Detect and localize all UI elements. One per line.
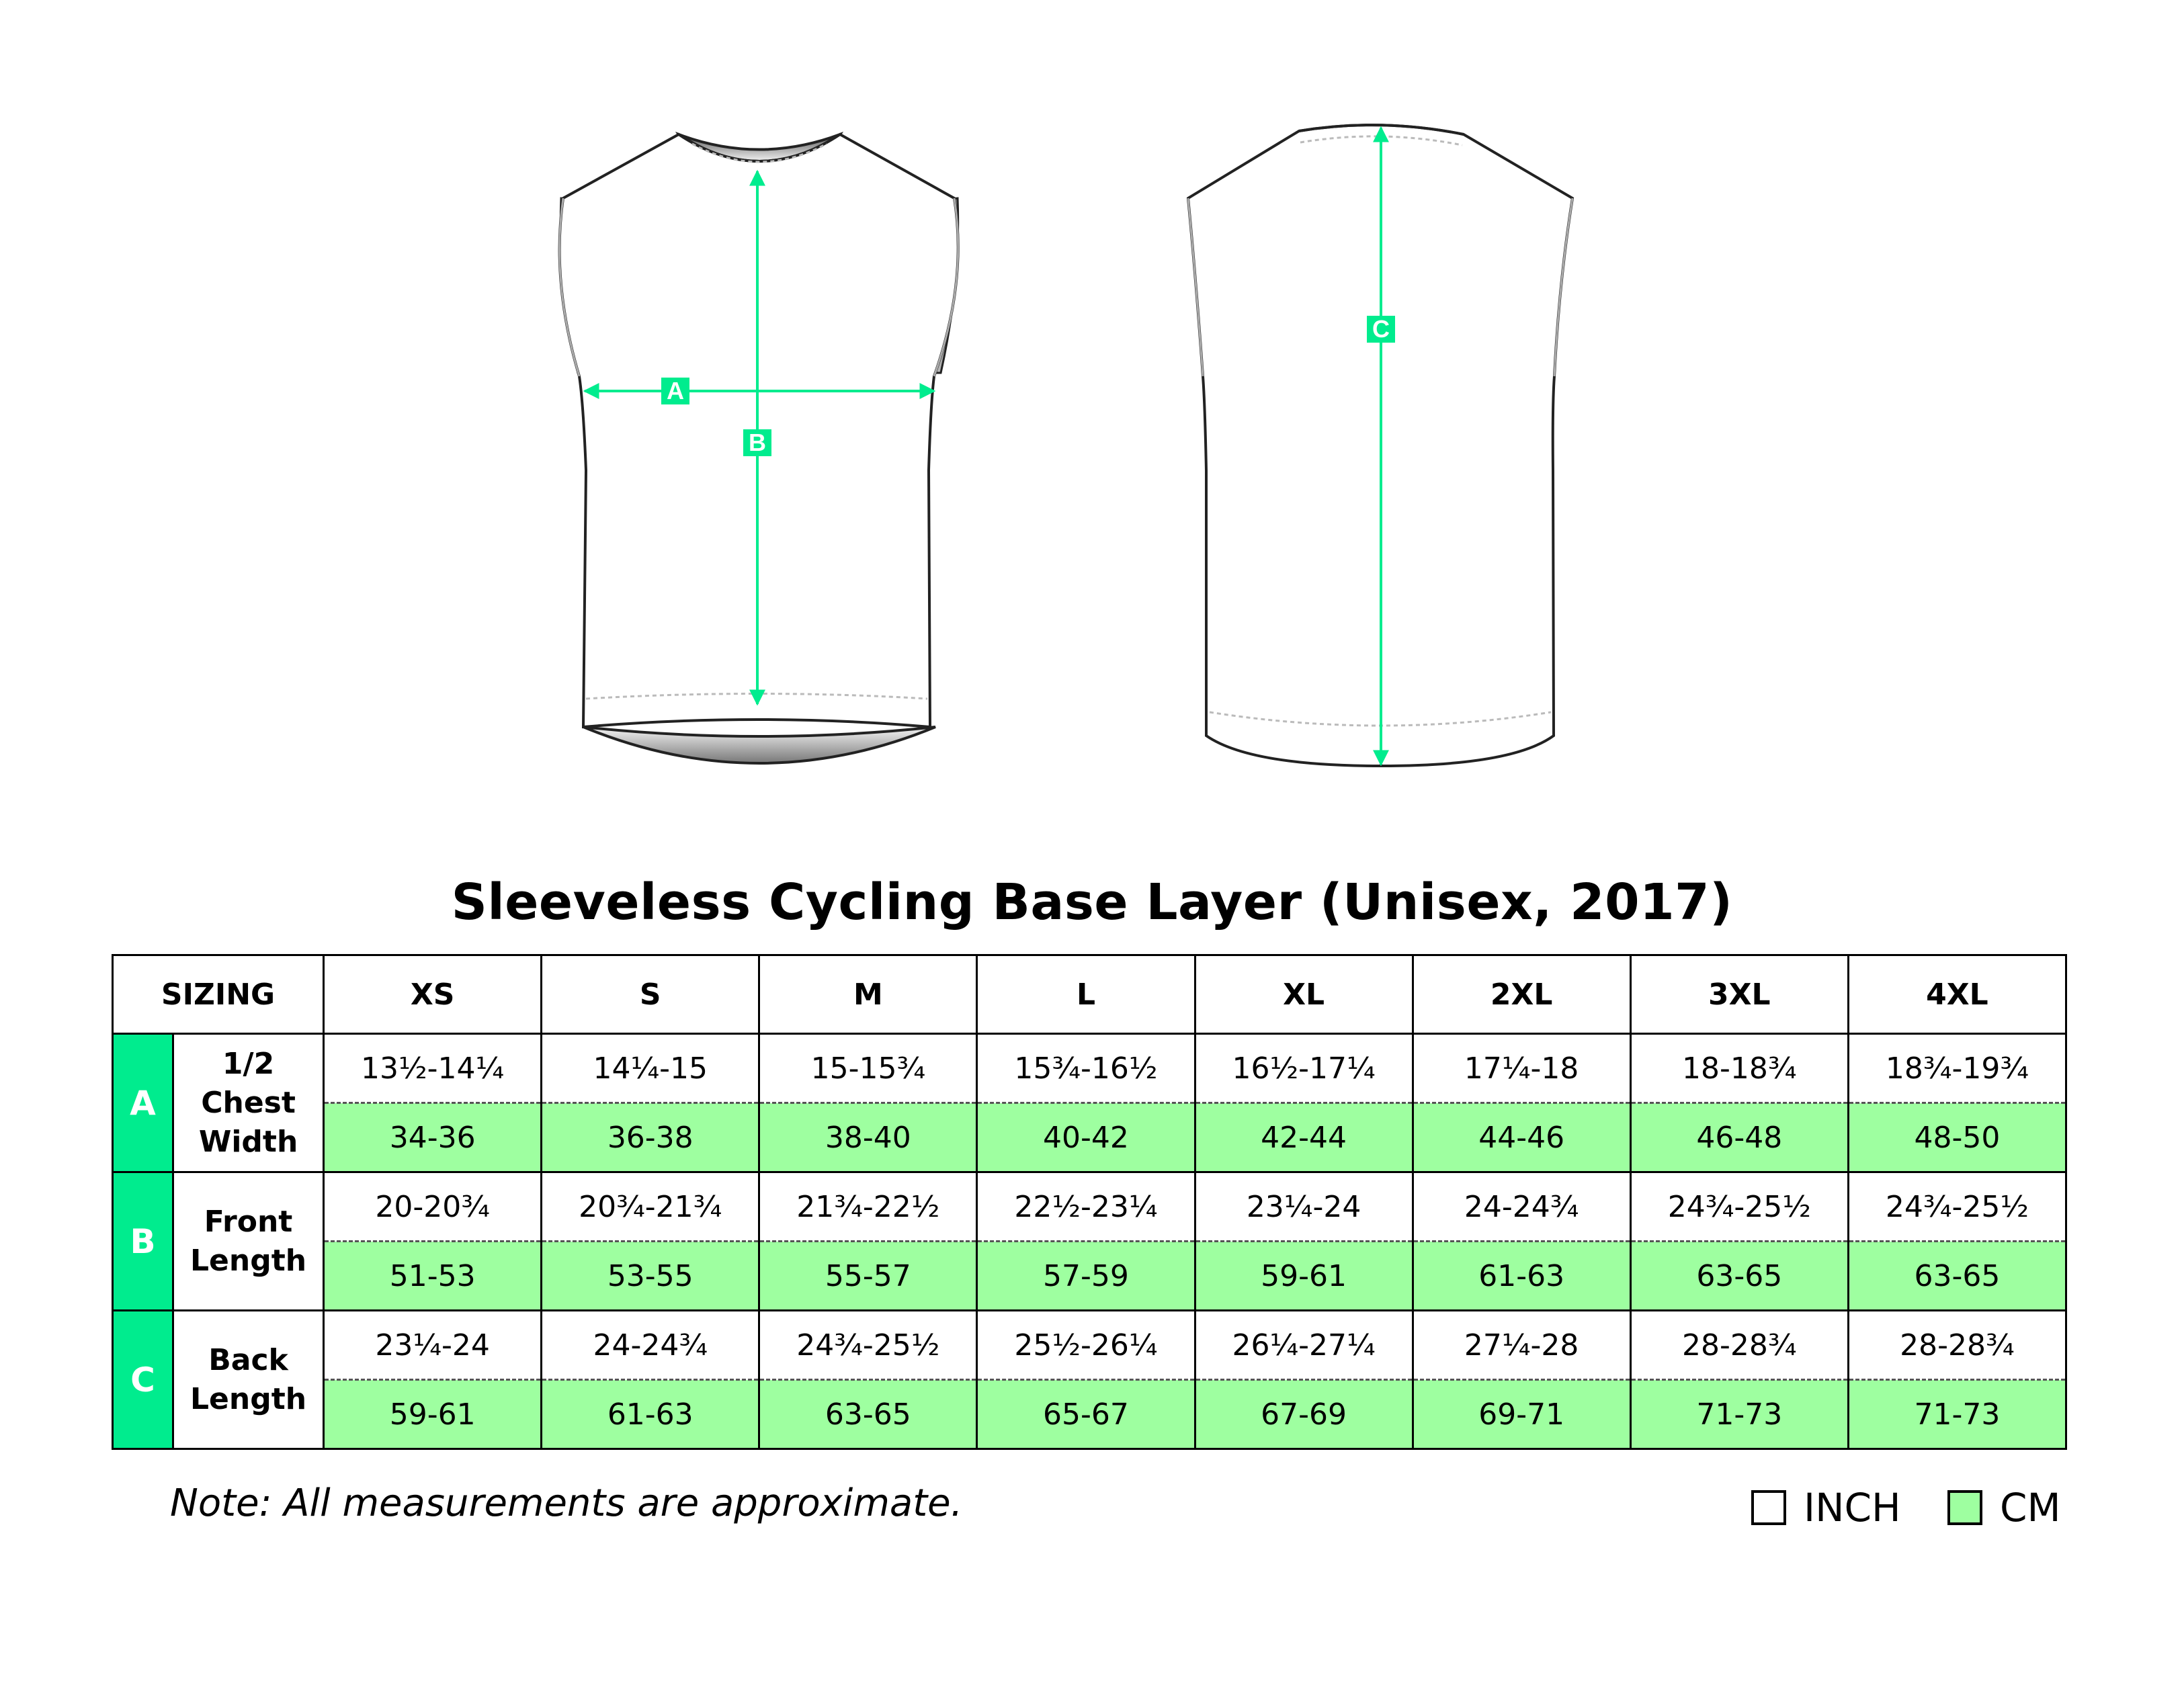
- garment-diagrams: A B C: [0, 0, 2184, 806]
- inch-cell: 21¾-22½: [758, 1171, 978, 1242]
- inch-cell: 23¼-24: [1193, 1171, 1414, 1242]
- measurement-front-length: Front Length: [172, 1171, 325, 1311]
- cm-cell: 61-63: [540, 1379, 761, 1450]
- cm-cell: 71-73: [1629, 1379, 1849, 1450]
- row-b-inch: B Front Length 20-20¾ 20¾-21¾ 21¾-22½ 22…: [111, 1171, 2068, 1311]
- inch-cell: 27¼-28: [1411, 1309, 1632, 1381]
- inch-cell: 18-18¾: [1629, 1033, 1849, 1104]
- measurement-note: Note: All measurements are approximate.: [170, 1481, 963, 1525]
- garment-diagram-svg: A B C: [558, 124, 1574, 768]
- sizing-header: SIZING: [111, 954, 325, 1035]
- legend-inch-label: INCH: [1804, 1485, 1901, 1530]
- inch-cell: 24-24¾: [540, 1309, 761, 1381]
- size-header: L: [976, 954, 1196, 1035]
- inch-cell: 26¼-27¼: [1193, 1309, 1414, 1381]
- legend-inch: INCH: [1751, 1485, 1901, 1530]
- inch-cell: 25½-26¼: [976, 1309, 1196, 1381]
- cm-cell: 34-36: [323, 1102, 543, 1173]
- cm-cell: 36-38: [540, 1102, 761, 1173]
- size-chart-table: SIZING XS S M L XL 2XL 3XL 4XL A 1/2 Che…: [111, 954, 2068, 1450]
- cm-cell: 67-69: [1193, 1379, 1414, 1450]
- inch-cell: 23¼-24: [323, 1309, 543, 1381]
- cm-cell: 59-61: [1193, 1240, 1414, 1311]
- header-row: SIZING XS S M L XL 2XL 3XL 4XL: [111, 954, 2068, 1035]
- legend-cm-label: CM: [2000, 1485, 2061, 1530]
- label-c: C: [1367, 315, 1395, 343]
- label-a-text: A: [667, 377, 684, 404]
- size-header: M: [758, 954, 978, 1035]
- inch-cell: 24¾-25½: [758, 1309, 978, 1381]
- cm-cell: 63-65: [758, 1379, 978, 1450]
- row-letter-c: C: [111, 1309, 175, 1450]
- size-header: 2XL: [1411, 954, 1632, 1035]
- inch-cell: 16½-17¼: [1193, 1033, 1414, 1104]
- cm-cell: 71-73: [1847, 1379, 2068, 1450]
- inch-cell: 24¾-25½: [1847, 1171, 2068, 1242]
- cm-cell: 63-65: [1847, 1240, 2068, 1311]
- size-header: XS: [323, 954, 543, 1035]
- cm-cell: 46-48: [1629, 1102, 1849, 1173]
- label-c-text: C: [1372, 315, 1390, 343]
- cm-cell: 44-46: [1411, 1102, 1632, 1173]
- legend-cm-swatch: [1947, 1490, 1982, 1525]
- inch-cell: 13½-14¼: [323, 1033, 543, 1104]
- cm-cell: 51-53: [323, 1240, 543, 1311]
- label-a: A: [661, 377, 689, 404]
- cm-cell: 48-50: [1847, 1102, 2068, 1173]
- row-b-cm: 51-53 53-55 55-57 57-59 59-61 61-63 63-6…: [113, 1240, 2068, 1311]
- cm-cell: 57-59: [976, 1240, 1196, 1311]
- cm-cell: 59-61: [323, 1379, 543, 1450]
- legend-cm: CM: [1947, 1485, 2061, 1530]
- row-c-cm: 59-61 61-63 63-65 65-67 67-69 69-71 71-7…: [113, 1379, 2068, 1450]
- inch-cell: 28-28¾: [1847, 1309, 2068, 1381]
- inch-cell: 18¾-19¾: [1847, 1033, 2068, 1104]
- size-header: S: [540, 954, 761, 1035]
- cm-cell: 42-44: [1193, 1102, 1414, 1173]
- page-title: Sleeveless Cycling Base Layer (Unisex, 2…: [451, 873, 1733, 931]
- cm-cell: 65-67: [976, 1379, 1196, 1450]
- cm-cell: 63-65: [1629, 1240, 1849, 1311]
- inch-cell: 22½-23¼: [976, 1171, 1196, 1242]
- cm-cell: 38-40: [758, 1102, 978, 1173]
- row-letter-a: A: [111, 1033, 175, 1173]
- inch-cell: 20¾-21¾: [540, 1171, 761, 1242]
- legend-inch-swatch: [1751, 1490, 1786, 1525]
- row-a-inch: A 1/2 Chest Width 13½-14¼ 14¼-15 15-15¾ …: [111, 1033, 2068, 1173]
- cm-cell: 53-55: [540, 1240, 761, 1311]
- cm-cell: 61-63: [1411, 1240, 1632, 1311]
- row-a-cm: 34-36 36-38 38-40 40-42 42-44 44-46 46-4…: [113, 1102, 2068, 1173]
- row-c-inch: C Back Length 23¼-24 24-24¾ 24¾-25½ 25½-…: [111, 1309, 2068, 1450]
- cm-cell: 69-71: [1411, 1379, 1632, 1450]
- cm-cell: 40-42: [976, 1102, 1196, 1173]
- inch-cell: 15¾-16½: [976, 1033, 1196, 1104]
- inch-cell: 24-24¾: [1411, 1171, 1632, 1242]
- size-header: 4XL: [1847, 954, 2068, 1035]
- inch-cell: 15-15¾: [758, 1033, 978, 1104]
- measurement-chest-width: 1/2 Chest Width: [172, 1033, 325, 1173]
- cm-cell: 55-57: [758, 1240, 978, 1311]
- size-header: XL: [1193, 954, 1414, 1035]
- inch-cell: 14¼-15: [540, 1033, 761, 1104]
- measurement-back-length: Back Length: [172, 1309, 325, 1450]
- size-header: 3XL: [1629, 954, 1849, 1035]
- inch-cell: 17¼-18: [1411, 1033, 1632, 1104]
- inch-cell: 24¾-25½: [1629, 1171, 1849, 1242]
- row-letter-b: B: [111, 1171, 175, 1311]
- label-b-text: B: [749, 429, 766, 456]
- inch-cell: 28-28¾: [1629, 1309, 1849, 1381]
- label-b: B: [743, 429, 771, 456]
- inch-cell: 20-20¾: [323, 1171, 543, 1242]
- back-garment: [1186, 124, 1574, 768]
